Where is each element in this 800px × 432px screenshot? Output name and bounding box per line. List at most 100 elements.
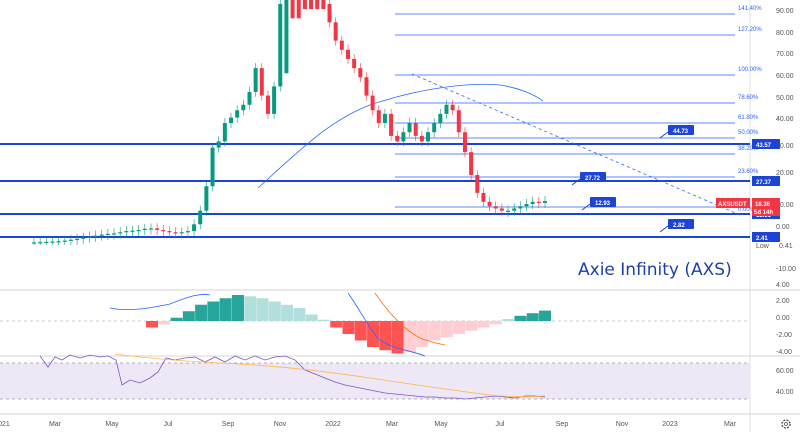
price-tick-label: 40.00 [776, 116, 794, 123]
candle-body [333, 22, 338, 41]
callout-pointer [659, 225, 669, 233]
macd-bar [440, 321, 453, 338]
candle-body [364, 77, 369, 96]
price-tick-label: 60.00 [776, 73, 794, 80]
support-resistance-lines[interactable] [0, 143, 750, 238]
callout-box [668, 219, 694, 229]
candle-body [44, 241, 49, 244]
candle-body [93, 235, 98, 237]
price-tick-label: 90.00 [776, 8, 794, 15]
macd-bar [170, 317, 183, 321]
candle-body [204, 186, 209, 211]
low-value: 0.41 [779, 243, 793, 250]
price-axis[interactable]: 90.00 80.00 70.00 60.00 50.00 40.00 30.00 20.00… [776, 8, 796, 396]
candle-body [124, 231, 129, 233]
candle-body [241, 104, 246, 111]
fib-level-label: 50.00% [738, 130, 759, 136]
rsi-band [0, 363, 750, 399]
candle-body [543, 201, 547, 203]
time-tick-label: 2021 [0, 421, 10, 428]
candle-body [216, 141, 221, 148]
candle-body [524, 204, 529, 207]
callout-box [590, 197, 616, 207]
time-axis[interactable]: 2021 Mar May Jul Sep Nov 2022 Mar May Jul Sep Nov 20… [0, 421, 737, 428]
rsi-ma-line [114, 353, 546, 398]
candle-body [68, 239, 73, 241]
macd-bar [428, 321, 441, 341]
candle-body [136, 229, 141, 232]
candle-body [401, 132, 406, 142]
settings-gear-icon[interactable] [781, 419, 791, 429]
candle-body [339, 40, 344, 50]
candle-body [161, 229, 166, 232]
candle-body [247, 91, 252, 105]
macd-bar [207, 301, 220, 321]
candle-body [382, 113, 387, 124]
fib-level-label: 23.60% [738, 169, 759, 175]
macd-bar [391, 321, 404, 354]
macd-bar [244, 296, 257, 321]
candle-body [222, 123, 227, 142]
countdown-text: 5d 14h [754, 210, 773, 216]
macd-bar [465, 321, 478, 331]
fibonacci-retracement[interactable]: 141.40% 127.20% 100.00% 78.60% 61.80% 50.00% 3… [395, 6, 762, 213]
macd-bar [231, 295, 244, 321]
candle-body [284, 0, 289, 74]
macd-tick-label: 0.00 [776, 315, 790, 322]
candle-body [426, 132, 431, 142]
candle-body [179, 232, 184, 234]
candle-body [118, 232, 123, 234]
price-level-tag [752, 139, 780, 149]
candle-body [309, 0, 314, 10]
macd-line [109, 294, 211, 311]
macd-bar [195, 304, 208, 321]
countdown-tag [752, 207, 780, 216]
macd-bar [526, 313, 539, 321]
candle-body [530, 201, 535, 205]
macd-bar [281, 304, 294, 321]
candle-body [352, 58, 357, 69]
callout-pointer [659, 131, 669, 139]
rsi-tick-label: 60.00 [776, 368, 794, 375]
callout-pointer [581, 203, 591, 211]
low-label: Low [756, 243, 770, 250]
symbol-tag [716, 198, 750, 208]
fib-level-label: 100.00% [738, 67, 762, 73]
candle-body [167, 231, 172, 233]
candle-body [450, 104, 455, 111]
candle-body [536, 201, 541, 204]
candle-body [370, 95, 375, 111]
macd-bar [146, 321, 158, 328]
candles-group [32, 0, 547, 245]
time-tick-label: Nov [274, 421, 287, 428]
candle-body [345, 49, 350, 59]
macd-bar [379, 321, 392, 351]
moving-average-line [257, 83, 544, 189]
time-tick-label: Jul [496, 421, 505, 428]
price-level-tag [752, 232, 780, 242]
candle-body [75, 238, 80, 241]
fib-level-label: 38.20% [738, 146, 759, 152]
candle-body [419, 135, 424, 142]
price-tick-label: 20.00 [776, 170, 794, 177]
candle-body [112, 233, 117, 235]
candle-body [253, 68, 258, 92]
time-tick-label: 2023 [662, 421, 678, 428]
candle-body [272, 86, 277, 114]
candle-body [493, 206, 498, 209]
candle-body [210, 147, 215, 187]
candle-body [389, 113, 394, 136]
price-level-tag [752, 176, 780, 186]
candle-body [438, 113, 443, 124]
macd-bar [453, 321, 466, 334]
candle-body [358, 68, 363, 78]
macd-bar [342, 321, 355, 334]
macd-bar [514, 315, 527, 321]
callout-box [580, 172, 606, 182]
candle-body [407, 123, 412, 133]
fib-level-label: 0.00% [738, 207, 756, 213]
candle-body [99, 234, 104, 236]
price-level-tag-text: 2.41 [756, 236, 768, 242]
